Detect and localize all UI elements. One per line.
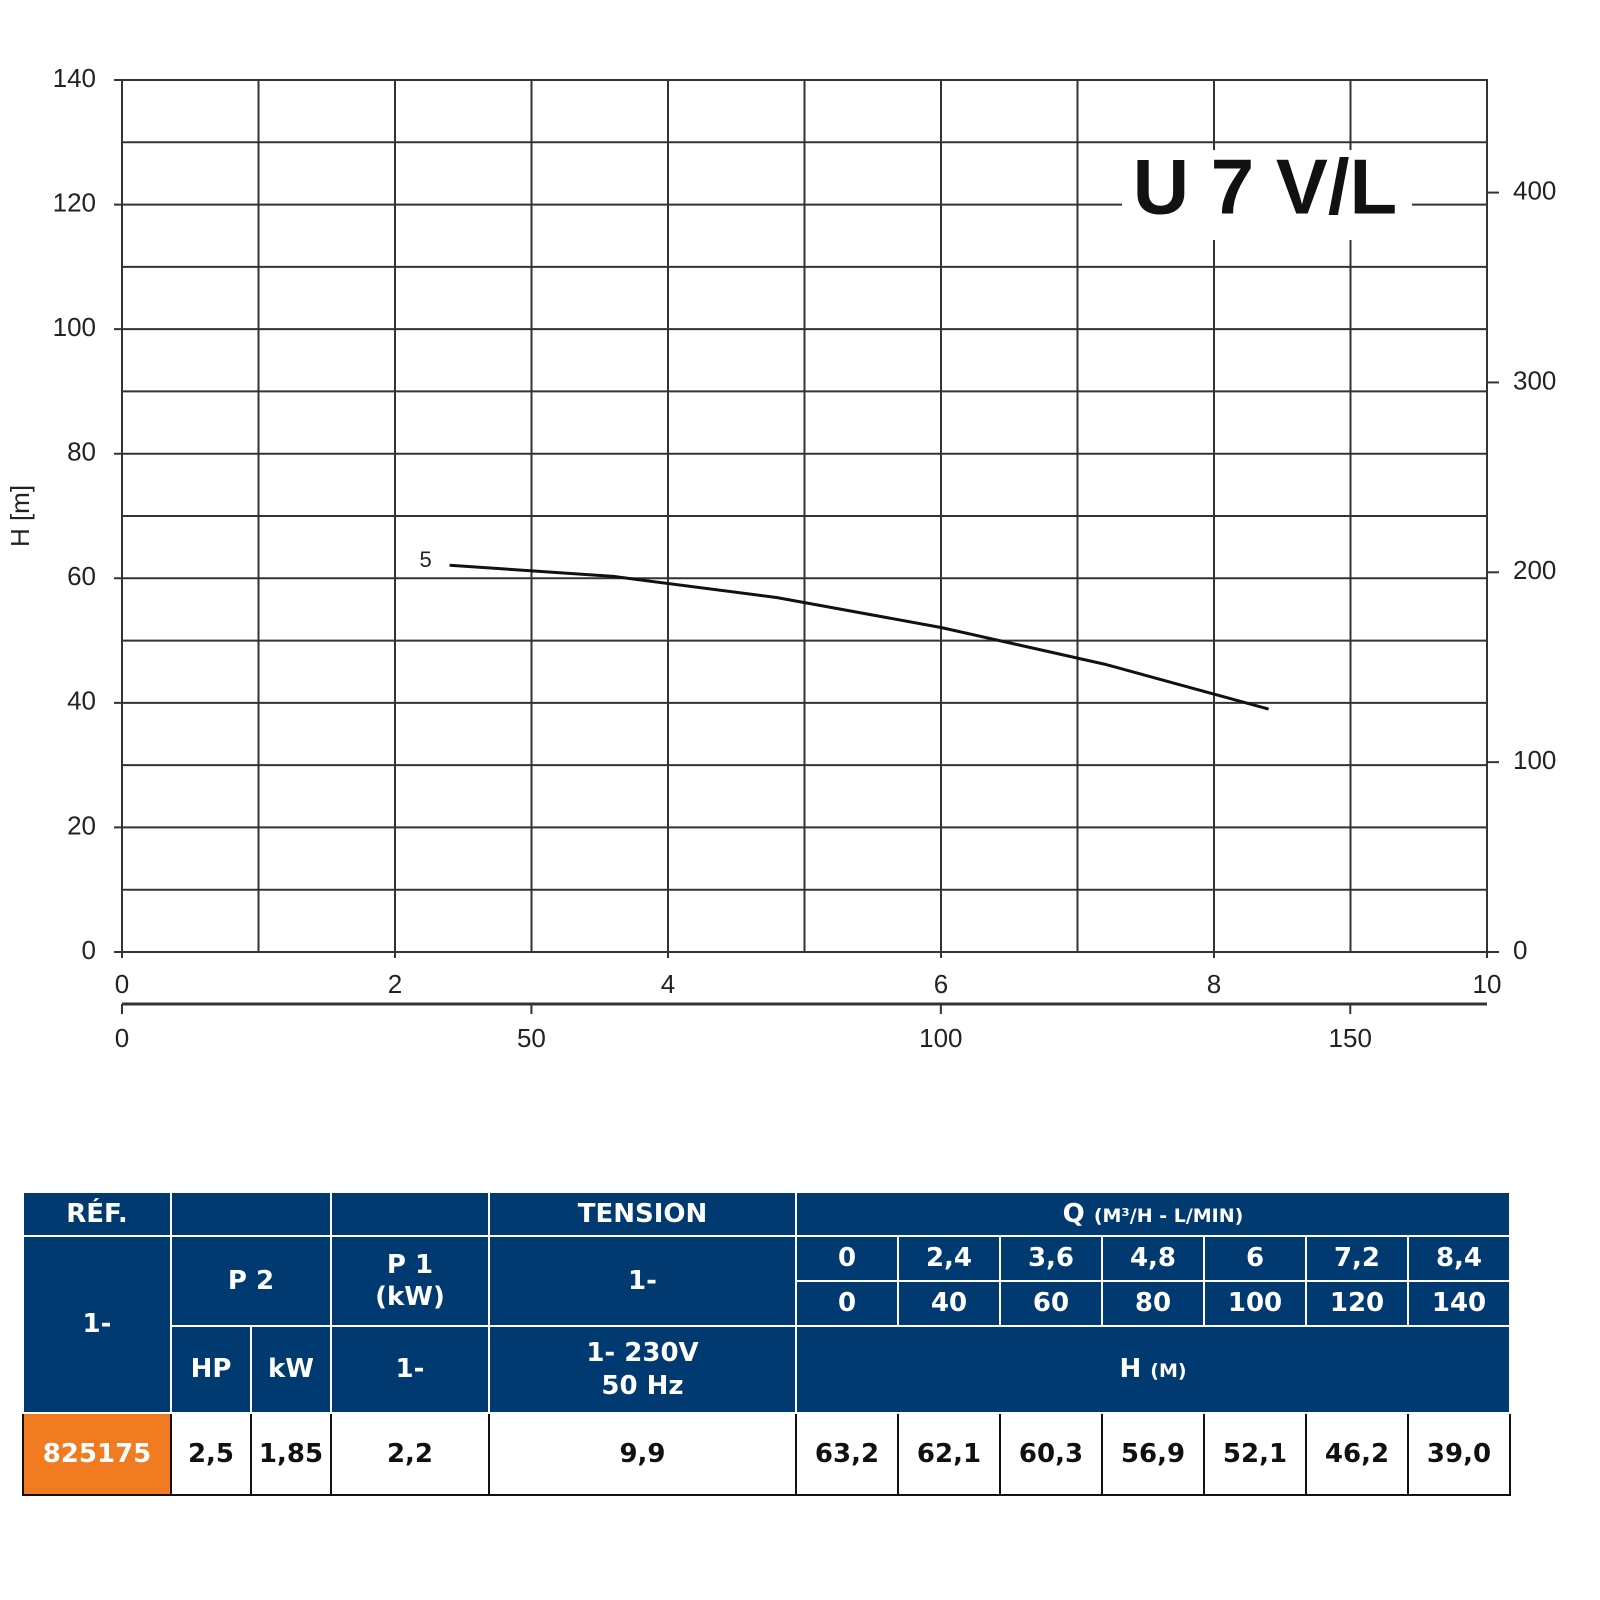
table-cell: 63,2 [795, 1412, 899, 1496]
x-tick-label: 2 [388, 969, 402, 999]
table-cell: 1,85 [250, 1412, 332, 1496]
y2-tick-label: 0 [1513, 935, 1527, 965]
y-tick-label: 80 [67, 437, 96, 467]
y-tick-label: 40 [67, 686, 96, 716]
x2-tick-label: 150 [1329, 1023, 1372, 1053]
y-tick-label: 140 [53, 63, 96, 93]
header-line: (kW) [375, 1282, 445, 1312]
header-cell: 1- [330, 1325, 490, 1414]
header-cell: 1- 230V 50 Hz [488, 1325, 797, 1414]
table-row: 825175 2,5 1,85 2,2 9,9 63,2 62,1 60,3 56,9 52,1 4… [22, 1412, 1511, 1496]
table-cell: 100 [1203, 1280, 1307, 1327]
table-cell: 80 [1101, 1280, 1205, 1327]
header-cell: kW [250, 1325, 332, 1414]
header-unit: (M) [1150, 1360, 1187, 1383]
table-cell: 2,2 [330, 1412, 490, 1496]
y2-tick-label: 200 [1513, 555, 1556, 585]
header-cell [330, 1191, 490, 1237]
x2-tick-label: 0 [115, 1023, 129, 1053]
header-cell: HP [170, 1325, 252, 1414]
header-line: P 1 [386, 1249, 434, 1280]
table-cell: 2,5 [170, 1412, 252, 1496]
title-bg [1122, 150, 1412, 240]
table-cell: 39,0 [1407, 1412, 1511, 1496]
y-tick-label: 0 [82, 935, 96, 965]
table-cell: 140 [1407, 1280, 1511, 1327]
table-cell: 46,2 [1305, 1412, 1409, 1496]
table-cell: 3,6 [999, 1235, 1103, 1282]
header-cell: H (M) [795, 1325, 1511, 1414]
table-cell: 56,9 [1101, 1412, 1205, 1496]
x2-tick-label: 50 [517, 1023, 546, 1053]
table-cell: 0 [795, 1280, 899, 1327]
header-cell [170, 1191, 332, 1237]
header-line: 1- 230V [586, 1338, 699, 1368]
x-tick-label: 0 [115, 969, 129, 999]
y-axis-label: H [m] [5, 485, 35, 547]
header-cell: 1- [22, 1235, 172, 1414]
header-cell: Q (M³/H - L/MIN) [795, 1191, 1511, 1237]
x-tick-label: 10 [1473, 969, 1502, 999]
y-tick-label: 120 [53, 187, 96, 217]
x-tick-label: 8 [1207, 969, 1221, 999]
y2-tick-label: 400 [1513, 175, 1556, 205]
table-cell: 825175 [22, 1412, 172, 1496]
table-cell: 9,9 [488, 1412, 797, 1496]
y-tick-label: 60 [67, 561, 96, 591]
header-unit: (M³/H - L/MIN) [1093, 1204, 1244, 1227]
table-cell: 4,8 [1101, 1235, 1205, 1282]
spec-table: RÉF. TENSION Q (M³/H - L/MIN) 1- P 2 P 1… [22, 1191, 1511, 1496]
curve-label: 5 [419, 547, 431, 572]
table-cell: 8,4 [1407, 1235, 1511, 1282]
x-tick-label: 4 [661, 969, 675, 999]
table-cell: 2,4 [897, 1235, 1001, 1282]
table-cell: 62,1 [897, 1412, 1001, 1496]
header-cell: RÉF. [22, 1191, 172, 1237]
header-cell: 1- [488, 1235, 797, 1327]
table-cell: 6 [1203, 1235, 1307, 1282]
y-tick-label: 100 [53, 312, 96, 342]
chart-title: U 7 V/L [1133, 143, 1397, 231]
table-cell: 0 [795, 1235, 899, 1282]
header-text: Q [1062, 1198, 1085, 1229]
table-cell: 52,1 [1203, 1412, 1307, 1496]
table-cell: 40 [897, 1280, 1001, 1327]
table-cell: 60,3 [999, 1412, 1103, 1496]
table-cell: 7,2 [1305, 1235, 1409, 1282]
x2-tick-label: 100 [919, 1023, 962, 1053]
table-cell: 120 [1305, 1280, 1409, 1327]
header-line: 50 Hz [601, 1370, 684, 1401]
table-cell: 60 [999, 1280, 1103, 1327]
header-cell: TENSION [488, 1191, 797, 1237]
header-cell: P 1 (kW) [330, 1235, 490, 1327]
curve [449, 563, 1269, 711]
y2-tick-label: 100 [1513, 745, 1556, 775]
header-cell: P 2 [170, 1235, 332, 1327]
plot-frame [121, 79, 1488, 953]
header-text: H [1119, 1354, 1142, 1385]
x-tick-label: 6 [934, 969, 948, 999]
y2-tick-label: 300 [1513, 365, 1556, 395]
y-tick-label: 20 [67, 810, 96, 840]
